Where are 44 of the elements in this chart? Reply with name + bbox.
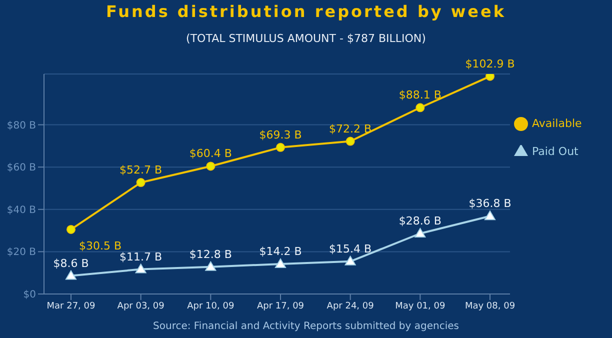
legend-label: Available	[532, 117, 582, 130]
data-label: $12.8 B	[189, 248, 232, 261]
x-tick-label: Apr 03, 09	[117, 301, 165, 312]
point	[276, 142, 285, 152]
chart-title: Funds distribution reported by week	[104, 2, 508, 21]
data-label: $28.6 B	[398, 214, 442, 228]
y-tick-label: $40 B	[6, 204, 36, 216]
point	[484, 210, 496, 220]
x-tick-label: Apr 24, 09	[326, 301, 374, 312]
y-tick-label: $0	[23, 290, 36, 301]
point	[344, 256, 356, 266]
point	[206, 162, 216, 171]
point	[346, 136, 355, 146]
data-label: $60.4 B	[189, 147, 232, 160]
point	[66, 270, 76, 280]
point	[414, 228, 426, 238]
point	[205, 261, 216, 271]
data-label: $88.1 B	[398, 88, 442, 102]
data-label: $36.8 B	[468, 197, 512, 210]
data-label: $11.7 B	[120, 250, 162, 264]
point	[66, 224, 76, 234]
y-tick-label: $20 B	[6, 247, 36, 258]
point	[416, 103, 425, 112]
chart-subtitle: (TOTAL STIMULUS AMOUNT - $787 BILLION)	[185, 32, 427, 45]
data-label: $30.5 B	[79, 239, 122, 252]
y-tick-label: $60 B	[6, 162, 36, 174]
point	[486, 74, 494, 81]
x-tick-label: Mar 27, 09	[46, 301, 96, 312]
data-label: $8.6 B	[53, 256, 89, 270]
data-label: $14.2 B	[259, 244, 302, 258]
source-note: Source: Financial and Activity Reports submitted by agencies	[152, 321, 460, 332]
x-tick-label: Apr 10, 09	[187, 301, 234, 312]
point	[136, 178, 146, 188]
data-label: $69.3 B	[259, 128, 302, 142]
point	[135, 264, 146, 274]
x-tick-label: Apr 17, 09	[256, 301, 304, 312]
data-label: $102.9 B	[465, 57, 515, 70]
data-label: $52.7 B	[120, 164, 162, 177]
legend-label: Paid Out	[532, 145, 578, 158]
x-tick-label: May 08, 09	[464, 301, 516, 312]
data-label: $15.4 B	[329, 242, 372, 256]
x-tick-label: May 01, 09	[395, 301, 446, 312]
y-tick-label: $80 B	[6, 120, 36, 132]
point	[275, 258, 286, 268]
